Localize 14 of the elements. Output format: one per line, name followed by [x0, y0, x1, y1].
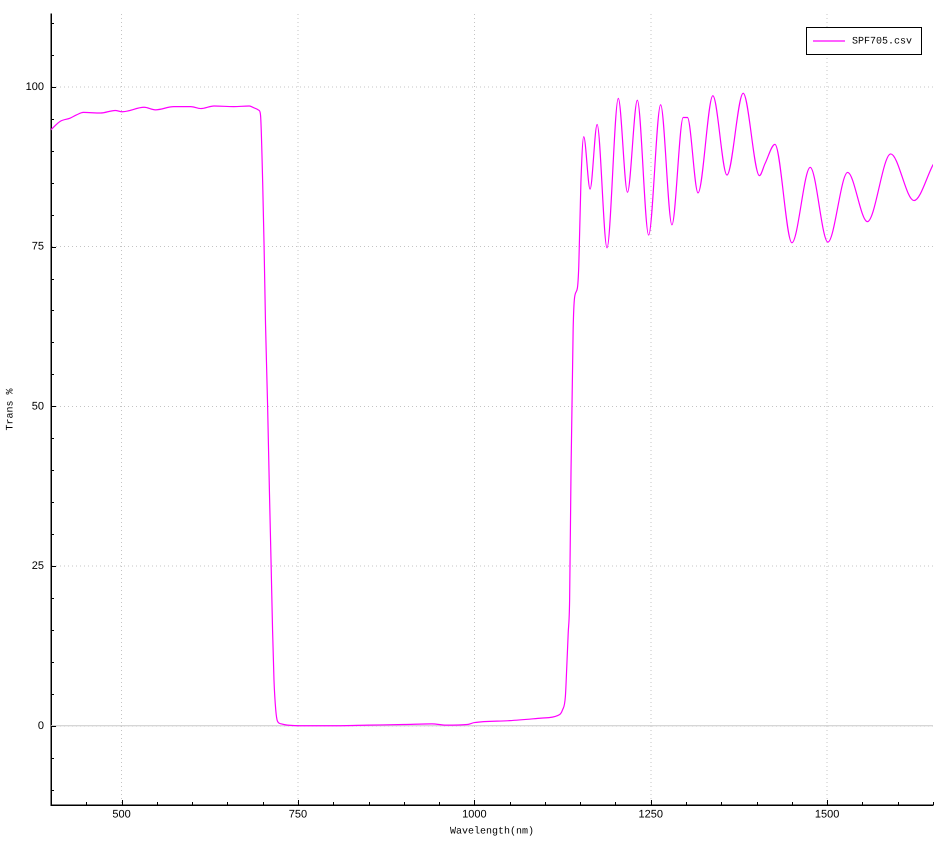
- line-series: [51, 92, 933, 726]
- x-axis-title: Wavelength(nm): [450, 826, 534, 838]
- y-tick-label: 75: [32, 240, 44, 253]
- y-axis-title: Trans %: [6, 388, 17, 431]
- y-tick-label: 50: [32, 400, 44, 412]
- x-tick-label: 750: [288, 808, 308, 821]
- x-tick-label: 1250: [638, 808, 663, 821]
- x-tick-label: 1000: [462, 808, 487, 821]
- y-tick-label: 25: [32, 560, 44, 572]
- x-tick-label: 1500: [814, 808, 840, 821]
- y-tick-label: 0: [38, 720, 44, 732]
- x-tick-label: 500: [112, 808, 131, 821]
- y-tick-label: 100: [26, 80, 44, 93]
- legend-label: SPF705.csv: [852, 36, 912, 48]
